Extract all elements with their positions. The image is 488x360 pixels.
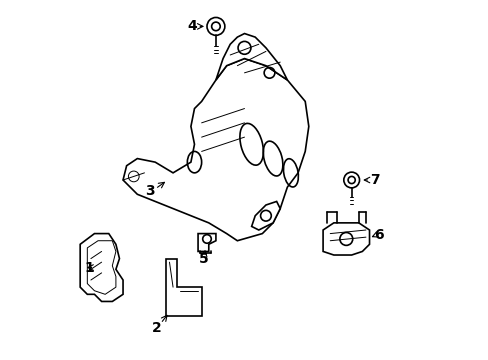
Polygon shape [165,258,201,316]
Text: 5: 5 [198,252,208,266]
Polygon shape [216,33,287,80]
Polygon shape [123,59,308,241]
Polygon shape [80,234,123,301]
Text: 6: 6 [373,228,383,242]
Polygon shape [198,234,216,251]
Circle shape [343,172,359,188]
Circle shape [206,18,224,35]
Text: 1: 1 [84,261,94,275]
Polygon shape [251,202,280,230]
Text: 4: 4 [187,19,197,33]
Polygon shape [323,223,369,255]
Text: 3: 3 [145,184,154,198]
Text: 2: 2 [152,321,162,335]
Text: 7: 7 [369,173,379,187]
